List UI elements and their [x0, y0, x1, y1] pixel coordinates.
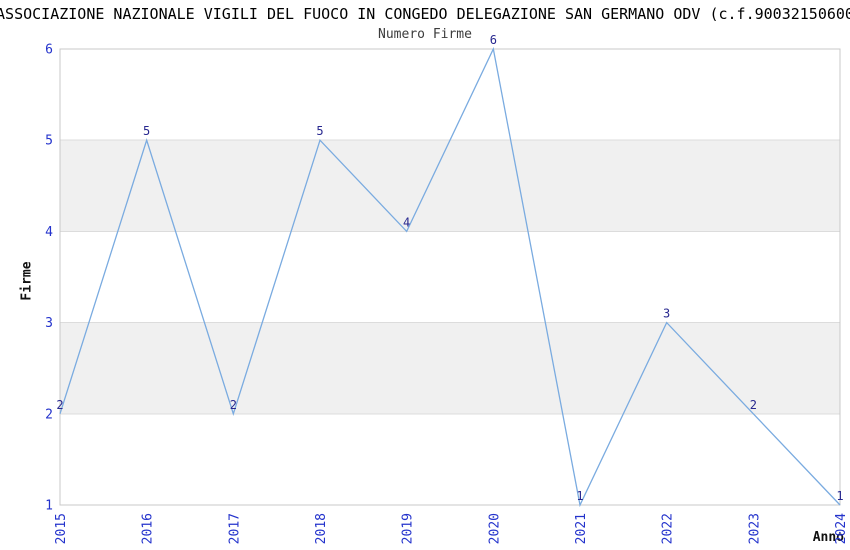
y-tick-label: 3 [45, 316, 53, 331]
data-label: 1 [576, 489, 583, 503]
x-tick-label: 2015 [54, 513, 69, 544]
series-line-firme [59, 46, 841, 508]
y-tick-label: 5 [45, 134, 53, 149]
plot-band [60, 140, 840, 232]
plot-frame [59, 48, 841, 506]
chart-title: ASSOCIAZIONE NAZIONALE VIGILI DEL FUOCO … [0, 5, 850, 23]
data-label: 3 [663, 307, 670, 321]
data-label: 2 [750, 398, 757, 412]
x-tick-label: 2016 [141, 513, 156, 544]
x-tick-label: 2022 [661, 513, 676, 544]
y-tick-label: 6 [45, 43, 53, 58]
x-tick-label: 2018 [314, 513, 329, 544]
y-tick-label: 4 [45, 225, 53, 240]
data-label: 2 [56, 398, 63, 412]
x-tick-label: 2023 [747, 513, 762, 544]
y-tick-label: 1 [45, 499, 53, 514]
y-tick-label: 2 [45, 407, 53, 422]
data-label: 1 [836, 489, 843, 503]
x-tick-label: 2024 [834, 513, 849, 544]
chart-subtitle: Numero Firme [378, 27, 472, 42]
x-tick-label: 2021 [574, 513, 589, 544]
x-axis-title: Anno [812, 530, 844, 545]
data-label: 5 [143, 124, 150, 138]
data-label: 5 [316, 124, 323, 138]
data-label: 2 [230, 398, 237, 412]
data-label: 6 [490, 33, 497, 47]
x-tick-label: 2019 [401, 513, 416, 544]
x-tick-label: 2017 [227, 513, 242, 544]
x-tick-label: 2020 [487, 513, 502, 544]
data-label: 4 [403, 215, 410, 229]
plot-band [60, 322, 840, 414]
